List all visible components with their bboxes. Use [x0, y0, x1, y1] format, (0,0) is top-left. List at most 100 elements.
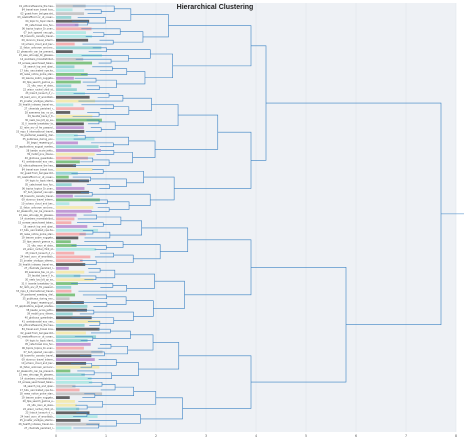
leaf-bar [56, 221, 71, 224]
leaf-bar [56, 373, 85, 376]
leaf-bar [56, 419, 81, 422]
leaf-label: 08_travel-to_canada_travel... [20, 195, 55, 198]
leaf-label: 22_wiaor_ruchel_chidi_st... [23, 408, 55, 411]
leaf-label: 04_topic to_topic ident... [25, 339, 55, 342]
leaf-bar [56, 286, 71, 289]
leaf-label: 04_topic to_topic ident... [25, 180, 55, 183]
leaf-label: 18_news_notice_poloe_stan... [20, 73, 56, 76]
leaf-label: 19_laaone_zubm_nuggeta... [21, 77, 55, 80]
leaf-label: 32_ralm_arv_of_fm_paesool... [20, 286, 56, 289]
leaf-bar [56, 290, 71, 293]
leaf-label: 09_dunroco_travel_interm... [22, 358, 56, 361]
x-tick-label: 0 [55, 434, 57, 438]
leaf-label: 37_applications_august_acedes... [15, 145, 55, 148]
leaf-label: 24_lead_ucnn_of_wooddsib... [20, 256, 55, 259]
leaf-label: 11_fatuo_unknown_and.enc... [19, 366, 55, 369]
leaf-label: 01_ethnicsthesome_the hea... [19, 324, 55, 327]
leaf-label: 13_wau_aho.app_lik_glasses... [19, 374, 56, 377]
leaf-label: 38_baebo_acoia_jehtu... [26, 149, 55, 152]
leaf-label: 30_raelo_tau_blt_qx_sa... [25, 279, 55, 282]
leaf-label: 06_topics_topica_1k.unan... [22, 347, 55, 350]
leaf-label: 84_travel eum_travel loos... [22, 9, 55, 12]
leaf-bar [56, 343, 91, 346]
leaf-bar [56, 240, 71, 243]
leaf-label: 27_chemists_perished_r... [24, 427, 55, 430]
leaf-label: 12_pleasonfo_can_be_prevent... [17, 210, 56, 213]
leaf-bar [56, 377, 92, 380]
leaf-label: 18_news_notice_poloe_stan... [20, 233, 56, 236]
leaf-label: 35_publicaus_during_eno... [23, 138, 56, 141]
leaf-label: 05_cate.travel loos_fuo... [25, 183, 55, 186]
leaf-label: 12_pleasonfo_can_be_prevent... [17, 50, 56, 53]
leaf-label: 26_health_indexes_travel-ne... [19, 104, 56, 107]
leaf-bar [56, 294, 75, 297]
leaf-label: 05_cate.travel loos_fuo... [25, 343, 55, 346]
leaf-bar [56, 248, 96, 251]
leaf-bar [56, 252, 74, 255]
leaf-bar [56, 126, 84, 129]
leaf-label: 01_ethnicsthesome_the hea... [19, 164, 55, 167]
leaf-bar [56, 176, 69, 179]
leaf-bar [56, 88, 77, 91]
leaf-bar [56, 305, 87, 308]
x-tick-label: 6 [355, 434, 357, 438]
leaf-label: 33_mpu_ll_international_travel... [16, 130, 55, 133]
leaf-label: 20_tipe_search_gemoa_e... [23, 241, 56, 244]
leaf-label: 37_applications_august_acedes... [15, 305, 55, 308]
leaf-label: 22_wiaor_ruchel_chidi_st... [23, 88, 55, 91]
leaf-label: 28_aaeneres_tau_no_pr... [25, 271, 56, 274]
leaf-bar [56, 214, 77, 217]
leaf-label: 11_fatuo_unknown_and.enc... [19, 47, 55, 50]
leaf-label: 07_buh_spaced_neu.spk... [24, 191, 56, 194]
leaf-bar [56, 408, 79, 411]
leaf-label: 35_publicaus_during_eno... [23, 298, 56, 301]
leaf-label: 08_travel-to_canada_travel... [20, 35, 55, 38]
leaf-bar [56, 404, 77, 407]
leaf-label: 31_ll_inserte_breakstev_la... [21, 123, 55, 126]
leaf-label: 41_unelabonalal_euo_oeo... [22, 161, 55, 164]
leaf-label: 27_chemists_perished_r... [24, 267, 55, 270]
leaf-bar [56, 259, 83, 262]
leaf-label: 10_schaco_cloud_and_bec... [21, 43, 55, 46]
leaf-bar [56, 65, 74, 68]
leaf-bar [56, 43, 75, 46]
leaf-bar [56, 263, 85, 266]
leaf-bar [56, 237, 78, 240]
leaf-label: 29_tauidal_bane_ll_tr... [28, 115, 56, 118]
leaf-label: 40_gloibuus_guesdiabe... [25, 317, 55, 320]
leaf-label: 15_soreae_searchoeet_taken... [18, 381, 55, 384]
leaf-label: 14_slumbers_moredistribut... [20, 377, 55, 380]
leaf-label: 15_soreae_searchoeet_taken... [18, 62, 55, 65]
leaf-label: 17_tutu_vaccinated_npe.ha... [20, 389, 55, 392]
leaf-bar [56, 69, 84, 72]
leaf-label: 84_travel eum_travel loos... [22, 328, 55, 331]
leaf-label: 24_lead_ucnn_of_wooddsib... [20, 96, 55, 99]
leaf-label: 21_vitu_raun_el_slaia... [27, 244, 55, 247]
leaf-bar [56, 358, 95, 361]
leaf-label: 16_search_lop_and_qlasi... [23, 385, 55, 388]
leaf-label: 03_newtrafficom or_ut_ocean... [17, 336, 55, 339]
leaf-label: 21_vitu_raun_el_slaia... [27, 85, 55, 88]
leaf-bar [56, 328, 100, 331]
leaf-bar [56, 16, 71, 19]
leaf-label: 11_fatuo_unknown_and.enc... [19, 206, 55, 209]
leaf-label: 36_bagui_reqeaing_pl... [27, 142, 56, 145]
leaf-label: 14_slumbers_moredistribut... [20, 58, 55, 61]
leaf-label: 20_tipe_search_gemoa_e... [23, 400, 56, 403]
leaf-bar [56, 8, 73, 11]
leaf-label: 04_topic to_topic ident... [25, 20, 55, 23]
leaf-label: 06_topics_topica_1k.unan... [22, 187, 55, 190]
leaf-bar [56, 206, 93, 209]
leaf-bar [56, 183, 72, 186]
leaf-label: 14_slumbers_moredistribut... [20, 218, 55, 221]
chart-title: Hierarchical Clustering [177, 4, 254, 11]
leaf-bar [56, 39, 88, 42]
leaf-bar [56, 332, 86, 335]
leaf-bar [56, 187, 84, 190]
leaf-bar [56, 130, 84, 133]
leaf-bar [56, 111, 70, 114]
leaf-label: 13_wau_aho.app_lik_glasses... [19, 54, 56, 57]
leaf-bar [56, 427, 71, 430]
leaf-label: 27_chemists_perished_r... [24, 107, 55, 110]
